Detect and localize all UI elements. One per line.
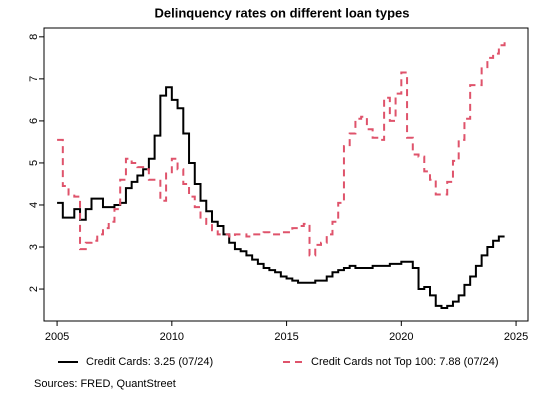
y-tick-label: 7	[28, 76, 40, 82]
plot-frame	[43, 27, 529, 322]
y-tick-label: 5	[28, 160, 40, 166]
x-tick-label: 2020	[389, 331, 413, 343]
legend-label: Credit Cards not Top 100: 7.88 (07/24)	[311, 356, 499, 368]
x-tick-label: 2010	[160, 331, 184, 343]
x-tick-label: 2005	[45, 331, 69, 343]
y-tick-label: 2	[28, 286, 40, 292]
legend-label: Credit Cards: 3.25 (07/24)	[86, 356, 213, 368]
x-tick-label: 2025	[504, 331, 528, 343]
series-line	[57, 41, 506, 257]
x-tick-label: 2015	[274, 331, 298, 343]
y-tick-label: 6	[28, 118, 40, 124]
source-note: Sources: FRED, QuantStreet	[34, 378, 176, 390]
chart-title: Delinquency rates on different loan type…	[155, 5, 410, 20]
y-tick-label: 8	[28, 34, 40, 40]
series-line	[57, 86, 505, 309]
y-tick-label: 3	[28, 244, 40, 250]
y-tick-label: 4	[28, 202, 40, 208]
